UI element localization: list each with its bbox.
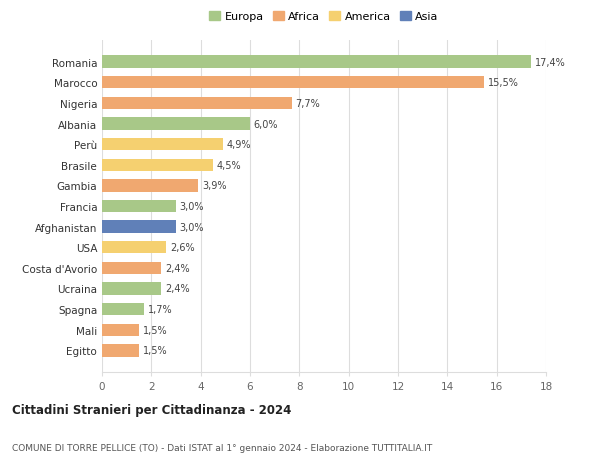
Bar xyxy=(102,77,484,89)
Text: 3,9%: 3,9% xyxy=(202,181,226,191)
Text: 6,0%: 6,0% xyxy=(254,119,278,129)
Bar xyxy=(102,221,176,233)
Bar xyxy=(102,324,139,336)
Text: 2,6%: 2,6% xyxy=(170,243,194,253)
Text: 3,0%: 3,0% xyxy=(180,222,204,232)
Text: 7,7%: 7,7% xyxy=(296,99,320,109)
Text: 1,7%: 1,7% xyxy=(148,304,172,314)
Text: 1,5%: 1,5% xyxy=(143,346,167,356)
Text: 2,4%: 2,4% xyxy=(165,284,190,294)
Bar xyxy=(102,241,166,254)
Text: 1,5%: 1,5% xyxy=(143,325,167,335)
Text: 17,4%: 17,4% xyxy=(535,57,566,67)
Text: 4,5%: 4,5% xyxy=(217,160,241,170)
Text: Cittadini Stranieri per Cittadinanza - 2024: Cittadini Stranieri per Cittadinanza - 2… xyxy=(12,403,292,416)
Bar xyxy=(102,56,531,69)
Bar xyxy=(102,180,198,192)
Bar xyxy=(102,118,250,130)
Text: 4,9%: 4,9% xyxy=(227,140,251,150)
Bar xyxy=(102,97,292,110)
Text: 3,0%: 3,0% xyxy=(180,202,204,212)
Legend: Europa, Africa, America, Asia: Europa, Africa, America, Asia xyxy=(205,7,443,27)
Bar xyxy=(102,159,213,172)
Bar xyxy=(102,262,161,274)
Bar xyxy=(102,344,139,357)
Text: 15,5%: 15,5% xyxy=(488,78,519,88)
Text: COMUNE DI TORRE PELLICE (TO) - Dati ISTAT al 1° gennaio 2024 - Elaborazione TUTT: COMUNE DI TORRE PELLICE (TO) - Dati ISTA… xyxy=(12,443,432,452)
Bar xyxy=(102,303,144,316)
Bar xyxy=(102,201,176,213)
Text: 2,4%: 2,4% xyxy=(165,263,190,273)
Bar xyxy=(102,283,161,295)
Bar xyxy=(102,139,223,151)
